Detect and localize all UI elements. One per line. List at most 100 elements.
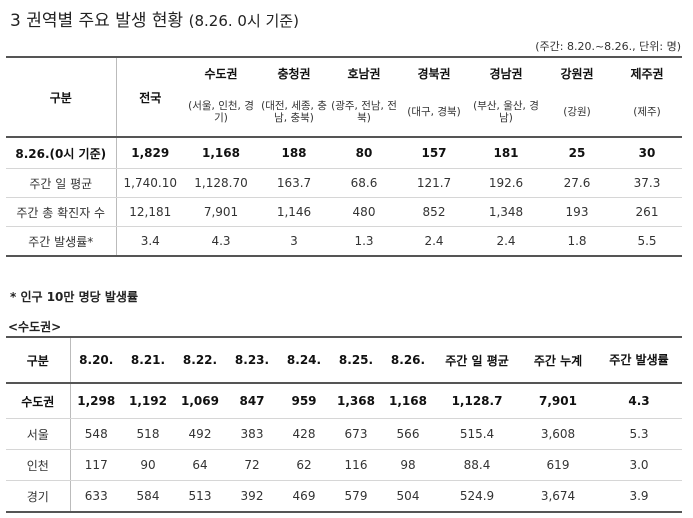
table1-header-region: 강원권 (560, 66, 594, 81)
table-cell: 480 (330, 197, 398, 227)
table-cell: 192.6 (470, 168, 542, 198)
table-row: 8.26.(0시 기준) 1,829 1,168 188 80 157 181 … (6, 137, 682, 169)
table1-header-national: 전국 (116, 57, 184, 138)
row-label: 서울 (6, 418, 71, 450)
table-row: 수도권 1,298 1,192 1,069 847 959 1,368 1,16… (6, 383, 682, 419)
title-main: 3 권역별 주요 발생 현황 (10, 11, 184, 31)
table1-header-region: 호남권 (347, 66, 381, 81)
table-cell: 392 (240, 489, 264, 503)
table-cell: 12,181 (116, 197, 184, 227)
table-cell: 163.7 (258, 168, 330, 198)
table-row: 서울 548 518 492 383 428 673 566 515.4 3,6… (6, 418, 682, 450)
table1-region-sub: (제주) (612, 88, 682, 138)
footnote: * 인구 10만 명당 발생률 (10, 290, 139, 304)
row-label: 경기 (6, 480, 71, 512)
table-cell: 2.4 (424, 234, 444, 248)
table1-region-sub: (서울, 인천, 경기) (184, 88, 258, 138)
table-cell: 80 (330, 137, 398, 169)
table-cell: 4.3 (596, 383, 682, 419)
table-cell: 1,168 (184, 137, 258, 169)
table-cell: 1,146 (258, 197, 330, 227)
table-cell: 579 (344, 489, 368, 503)
table-cell: 30 (612, 137, 682, 169)
table-cell: 64 (174, 449, 226, 481)
table-cell: 1.3 (354, 234, 374, 248)
table-cell: 193 (542, 197, 612, 227)
table-cell: 1,298 (70, 383, 122, 419)
table-cell: 619 (520, 449, 596, 481)
table2-header-cell: 8.26. (382, 337, 434, 384)
table-cell: 492 (174, 418, 226, 450)
unit-note: (주간: 8.20.~8.26., 단위: 명) (535, 40, 681, 53)
row-label: 인천 (6, 449, 71, 481)
table2-header-cell: 8.22. (174, 337, 226, 384)
table-cell: 3,608 (520, 418, 596, 450)
table-cell: 157 (398, 137, 470, 169)
table-cell: 7,901 (184, 197, 258, 227)
table1-region-sub: (대전, 세종, 충남, 충북) (258, 88, 330, 138)
table-cell: 515.4 (434, 418, 520, 450)
table-cell: 62 (278, 449, 330, 481)
table1-region-sub: (부산, 울산, 경남) (470, 88, 542, 138)
title-date: (8.26. 0시 기준) (188, 12, 299, 30)
table1-header-region: 충청권 (277, 66, 311, 81)
table-cell: 1,128.7 (434, 383, 520, 419)
table-cell: 504 (396, 489, 420, 503)
table1-region-sub: (대구, 경북) (398, 88, 470, 138)
table-cell: 5.3 (596, 418, 682, 450)
table2-header-cell: 구분 (6, 337, 71, 384)
table-cell: 261 (612, 197, 682, 227)
table-cell: 1,368 (330, 383, 382, 419)
table-cell: 633 (84, 489, 108, 503)
table1-header-region: 경북권 (417, 66, 451, 81)
table-cell: 1.8 (567, 234, 587, 248)
table-cell: 1,069 (174, 383, 226, 419)
table-cell: 3.0 (596, 449, 682, 481)
table1-header-region: 경남권 (489, 66, 523, 81)
table2-header-cell: 8.20. (70, 337, 122, 384)
table1-header-region: 수도권 (204, 66, 238, 81)
table2-header-cell: 8.25. (330, 337, 382, 384)
table-cell: 1,348 (470, 197, 542, 227)
table-cell: 68.6 (330, 168, 398, 198)
table-cell: 37.3 (612, 168, 682, 198)
table-cell: 3.9 (629, 489, 649, 503)
table-row: 주간 발생률* 3.4 4.3 3 1.3 2.4 2.4 1.8 5.5 (6, 226, 682, 256)
row-label: 수도권 (6, 383, 71, 419)
table-cell: 959 (278, 383, 330, 419)
table-cell: 1,192 (122, 383, 174, 419)
table-cell: 847 (226, 383, 278, 419)
table-cell: 98 (382, 449, 434, 481)
table-cell: 5.5 (637, 234, 657, 248)
table-cell: 4.3 (211, 234, 231, 248)
row-label: 주간 일 평균 (6, 168, 117, 198)
table-row: 경기 633 584 513 392 469 579 504 524.9 3,6… (6, 480, 682, 512)
table2-header-cell: 8.21. (122, 337, 174, 384)
table-row: 주간 일 평균 1,740.10 1,128.70 163.7 68.6 121… (6, 168, 682, 198)
table-row: 인천 117 90 64 72 62 116 98 88.4 619 3.0 (6, 449, 682, 481)
table-cell: 72 (226, 449, 278, 481)
table-cell: 3,674 (540, 489, 576, 503)
table-cell: 383 (226, 418, 278, 450)
table-cell: 116 (330, 449, 382, 481)
table1-region-sub: (광주, 전남, 전북) (330, 88, 398, 138)
table-cell: 548 (70, 418, 122, 450)
table-cell: 117 (70, 449, 122, 481)
table-cell: 1,168 (382, 383, 434, 419)
table-cell: 428 (278, 418, 330, 450)
section-label: <수도권> (8, 320, 62, 334)
table1-header-row: 구분 전국 수도권 충청권 호남권 경북권 경남권 강원권 제주권 (6, 57, 682, 138)
table-cell: 3.4 (140, 234, 160, 248)
table-cell: 566 (382, 418, 434, 450)
table1-subheader-row: (서울, 인천, 경기) (대전, 세종, 충남, 충북) (광주, 전남, 전… (6, 88, 682, 138)
table-cell: 1,829 (116, 137, 184, 169)
table-cell: 90 (122, 449, 174, 481)
table2-header-cell: 8.24. (278, 337, 330, 384)
table-cell: 673 (330, 418, 382, 450)
row-label: 주간 발생률* (6, 226, 117, 256)
table-cell: 1,740.10 (116, 168, 184, 198)
table-cell: 121.7 (398, 168, 470, 198)
table-cell: 852 (398, 197, 470, 227)
regional-summary-table: 구분 전국 수도권 충청권 호남권 경북권 경남권 강원권 제주권 (서울, 인… (6, 56, 682, 257)
table1-region-sub: (강원) (542, 88, 612, 138)
